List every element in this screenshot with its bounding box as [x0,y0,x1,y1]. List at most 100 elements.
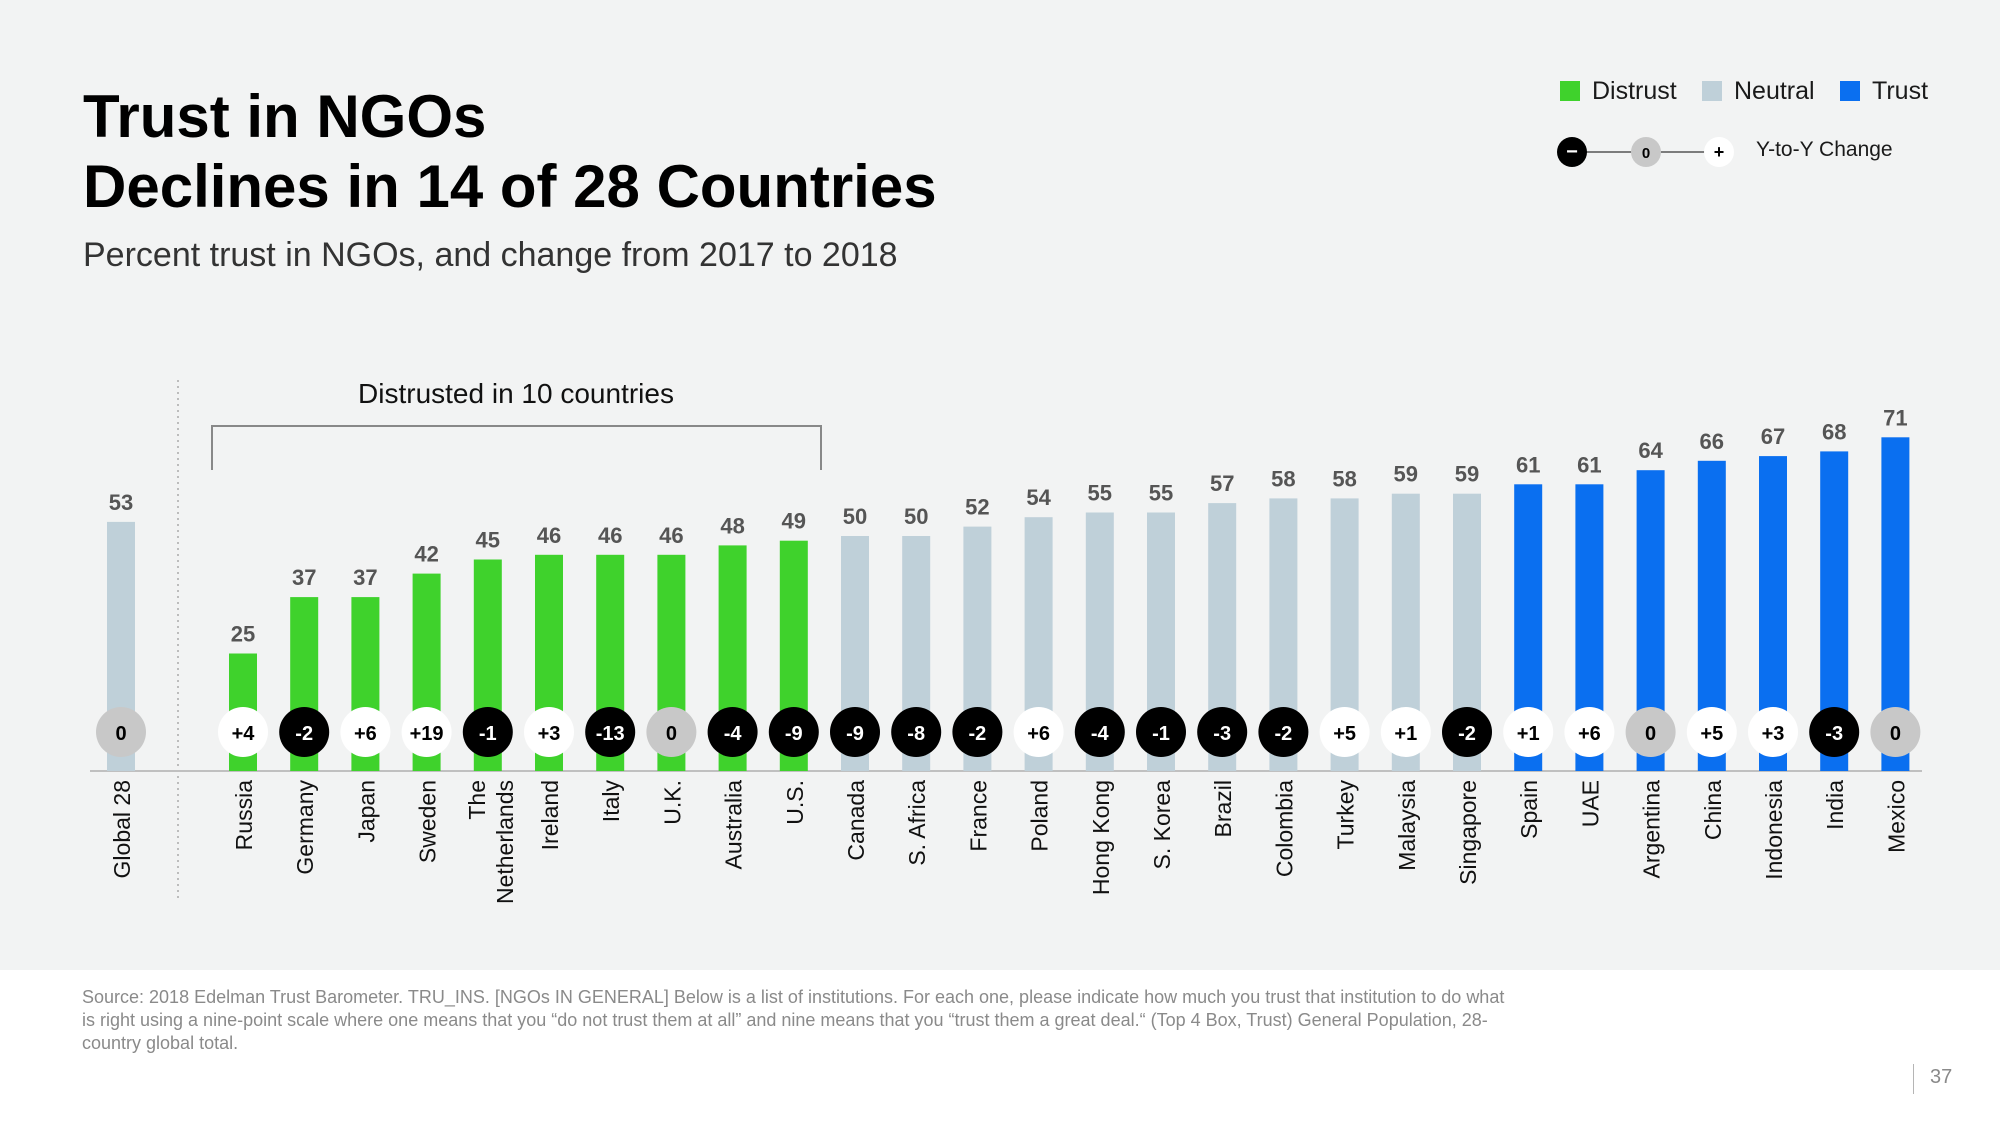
yoy-label-france: -2 [969,723,987,745]
legend-swatch-distrust [1560,81,1580,101]
yoy-legend-minus-circle [1557,137,1587,167]
yoy-label-china: +5 [1700,723,1723,745]
category-label-china: China [1700,780,1726,840]
yoy-label-indonesia: +3 [1762,723,1785,745]
yoy-marker-ireland [524,707,574,757]
yoy-legend-plus: + [1714,142,1725,162]
yoy-label-the-netherlands: -1 [479,723,497,745]
yoy-marker-italy [585,707,636,757]
yoy-marker-russia [218,707,268,757]
yoy-marker-australia [707,707,758,757]
yoy-marker-japan [340,707,391,757]
value-label-global-28: 53 [109,490,133,515]
category-label-turkey: Turkey [1333,780,1359,850]
yoy-legend-zero: 0 [1642,145,1650,162]
yoy-marker-hong-kong [1074,707,1125,757]
legend-label-trust: Trust [1872,76,1929,105]
yoy-label-mexico: 0 [1890,723,1901,745]
legend-swatch-neutral [1702,81,1722,101]
value-label-sweden: 42 [414,542,438,567]
category-label-u-k: U.K. [659,780,685,825]
legend-item-distrust: Distrust [1560,76,1677,106]
value-label-singapore: 59 [1455,462,1479,487]
legend-item-trust: Trust [1840,76,1928,106]
yoy-label-ireland: +3 [538,723,561,745]
value-label-mexico: 71 [1883,405,1907,430]
category-label-russia: Russia [231,780,257,851]
value-label-spain: 61 [1516,452,1540,477]
source-footnote: Source: 2018 Edelman Trust Barometer. TR… [82,987,1505,1053]
yoy-label-uae: +6 [1578,723,1601,745]
category-label-argentina: Argentina [1639,780,1665,879]
yoy-label-germany: -2 [295,723,313,745]
category-label-the-netherlands: TheNetherlands [464,780,518,904]
category-label-australia: Australia [721,780,747,870]
value-label-s-africa: 50 [904,504,928,529]
yoy-legend-minus: − [1566,141,1578,163]
yoy-marker-france [952,707,1003,757]
yoy-label-colombia: -2 [1275,723,1293,745]
page-number-divider [1913,1064,1914,1094]
value-label-australia: 48 [720,513,744,538]
value-label-germany: 37 [292,565,316,590]
value-label-u-s: 49 [782,509,806,534]
yoy-legend-graphic: − 0 + [1557,137,1734,167]
category-labels-group: Global 28 Russia Germany Japan Sweden TheNeth… [109,780,1909,905]
yoy-label-japan: +6 [354,723,377,745]
category-label-s-korea: S. Korea [1149,780,1175,870]
yoy-label-turkey: +5 [1333,723,1356,745]
yoy-marker-u-s [768,707,819,757]
value-label-u-k: 46 [659,523,683,548]
yoy-label-s-africa: -8 [907,723,925,745]
yoy-markers-group: 0 +4 -2 +6 +19 -1 +3 -13 0 -4 -9 -9 -8 -2 +6 -4 -1 -3 -2 +5… [96,707,1921,757]
yoy-marker-turkey [1319,707,1370,757]
yoy-marker-u-k [646,707,697,757]
value-label-japan: 37 [353,565,377,590]
yoy-marker-canada [830,707,880,757]
category-label-brazil: Brazil [1210,780,1236,838]
yoy-label-italy: -13 [596,723,625,745]
category-label-u-s: U.S. [782,780,808,825]
yoy-marker-global-28 [96,707,146,757]
category-label-sweden: Sweden [415,780,441,863]
category-label-spain: Spain [1516,780,1542,839]
yoy-marker-the-netherlands [462,707,513,757]
category-label-malaysia: Malaysia [1394,780,1420,871]
yoy-legend-plus-circle [1704,137,1734,167]
category-label-italy: Italy [598,780,624,823]
value-label-s-korea: 55 [1149,481,1173,506]
value-label-malaysia: 59 [1394,462,1418,487]
yoy-label-argentina: 0 [1645,723,1656,745]
category-label-ireland: Ireland [537,780,563,850]
category-label-poland: Poland [1027,780,1053,852]
yoy-label-s-korea: -1 [1152,723,1170,745]
value-label-poland: 54 [1026,485,1051,510]
yoy-marker-argentina [1625,707,1676,757]
yoy-marker-china [1686,707,1737,757]
yoy-marker-sweden [401,707,452,757]
bar-chart: Distrusted in 10 countries 53 25 37 37 42 45 4… [90,378,1922,905]
yoy-change-legend: − 0 + Y-to-Y Change [1555,134,1995,170]
yoy-legend-label: Y-to-Y Change [1756,138,1893,161]
yoy-marker-colombia [1258,707,1309,757]
value-label-china: 66 [1700,429,1724,454]
yoy-label-hong-kong: -4 [1091,723,1110,745]
category-label-global-28: Global 28 [109,780,135,878]
yoy-marker-s-africa [891,707,942,757]
value-label-colombia: 58 [1271,466,1295,491]
yoy-label-australia: -4 [724,723,743,745]
yoy-marker-spain [1503,707,1554,757]
category-label-france: France [965,780,991,852]
page-title: Trust in NGOs Declines in 14 of 28 Count… [83,82,937,222]
category-label-canada: Canada [843,780,869,861]
yoy-marker-india [1809,707,1860,757]
yoy-marker-uae [1564,707,1615,757]
yoy-label-singapore: -2 [1458,723,1476,745]
yoy-label-poland: +6 [1027,723,1050,745]
category-label-s-africa: S. Africa [904,780,930,866]
value-label-hong-kong: 55 [1088,481,1112,506]
page-number: 37 [1930,1066,1953,1088]
category-label-singapore: Singapore [1455,780,1481,885]
category-label-uae: UAE [1577,780,1603,827]
legend-label-neutral: Neutral [1734,76,1815,105]
